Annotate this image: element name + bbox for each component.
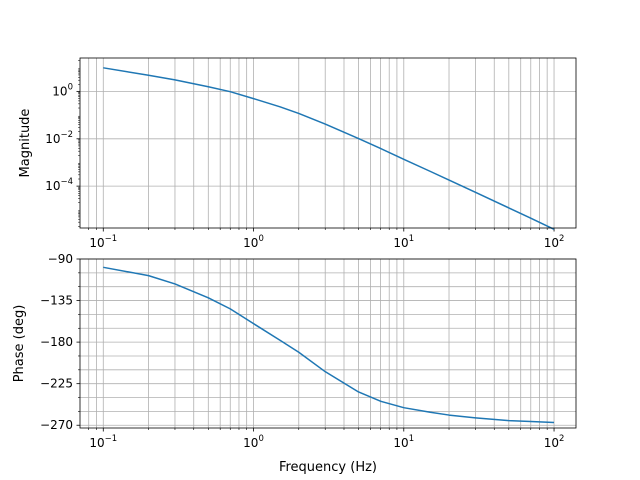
y-tick-label: 10−4 xyxy=(45,177,73,193)
x-tick-label: 102 xyxy=(544,434,565,450)
y-tick-label: −90 xyxy=(48,252,73,266)
axes-frame xyxy=(79,57,577,229)
chart-axes-1: 10−1 100 101 102 10−4 10−2 100 Magnitude xyxy=(18,57,577,250)
chart-axes-2: 10−1 100 101 102 −90 −135 −180 −225 −270 Phase (d… xyxy=(12,252,577,475)
x-tick-label: 100 xyxy=(243,434,264,450)
y-tick-label: −225 xyxy=(40,377,73,391)
x-tick-label: 10−1 xyxy=(89,234,117,250)
x-tick-label: 101 xyxy=(393,434,414,450)
x-tick-label: 102 xyxy=(544,234,565,250)
x-axis-label: Frequency (Hz) xyxy=(279,460,377,475)
y-axis-label: Phase (deg) xyxy=(12,305,27,383)
series-line-1 xyxy=(103,67,555,230)
x-tick-label: 100 xyxy=(243,234,264,250)
x-tick-label: 101 xyxy=(393,234,414,250)
y-tick-label: −180 xyxy=(40,335,73,349)
y-tick-label: −135 xyxy=(40,294,73,308)
series-line-1 xyxy=(103,266,555,424)
y-axis-label: Magnitude xyxy=(18,109,33,178)
axes-frame xyxy=(79,258,577,429)
x-tick-label: 10−1 xyxy=(89,434,117,450)
y-tick-label: 100 xyxy=(52,82,73,98)
y-tick-label: 10−2 xyxy=(45,130,73,146)
y-tick-label: −270 xyxy=(40,418,73,432)
